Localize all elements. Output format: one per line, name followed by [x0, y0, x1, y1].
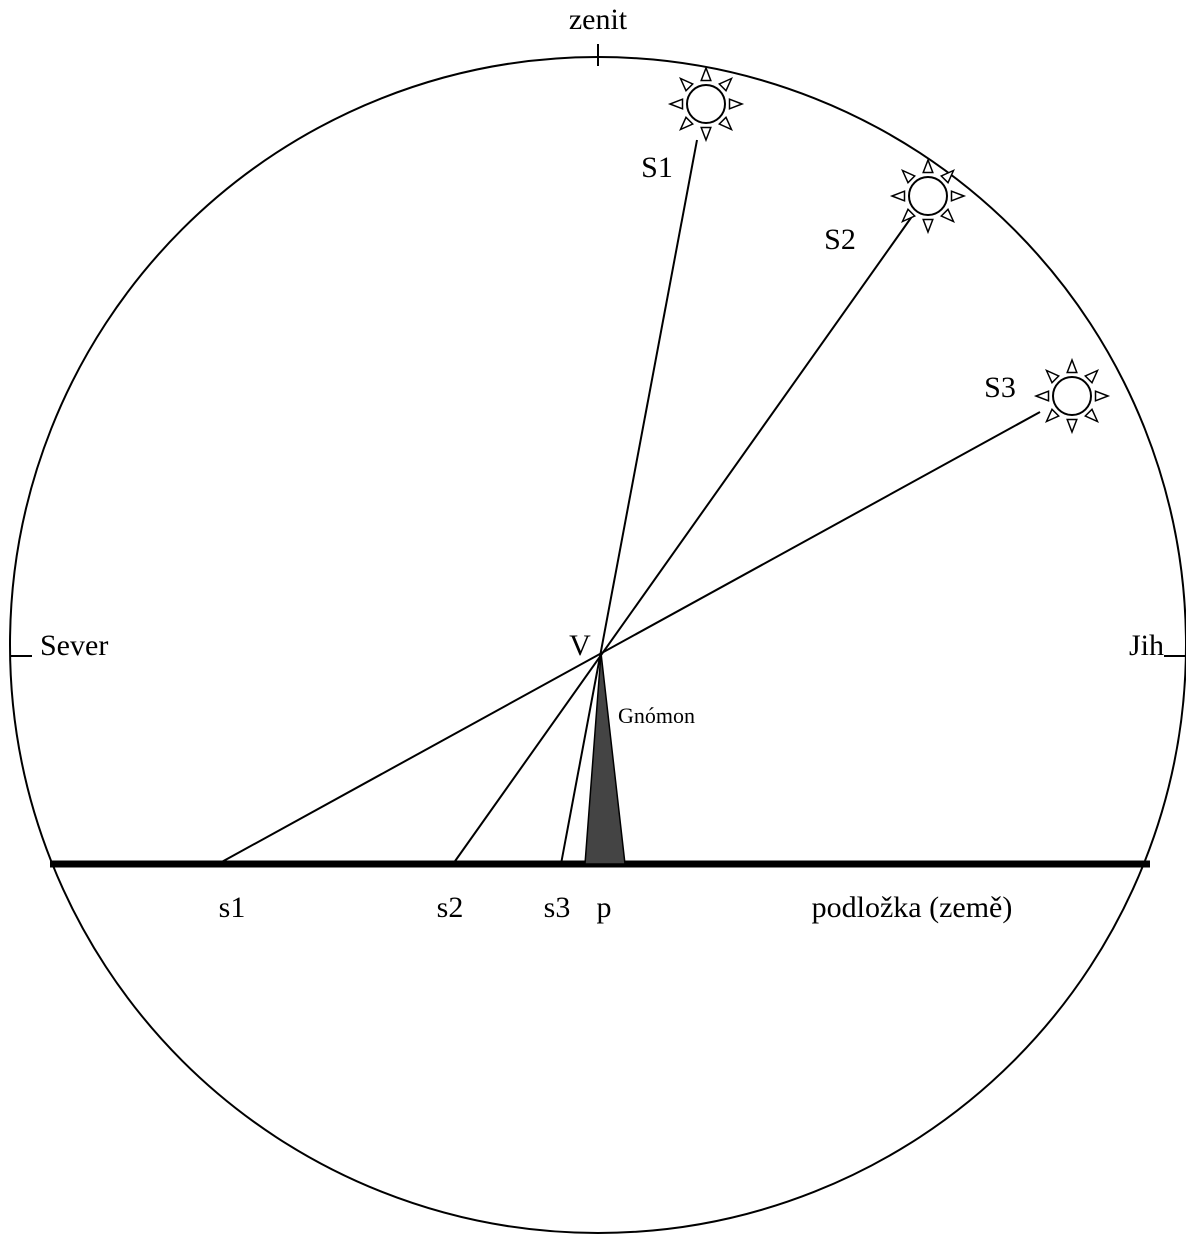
sun-disc: [909, 177, 947, 215]
sun-label: S3: [984, 371, 1016, 404]
sun-ray-triangle: [730, 99, 743, 109]
gnomon-label: Gnómon: [618, 703, 695, 728]
sun-disc: [687, 85, 725, 123]
diagram: zenit Sever Jih V Gnómon S1 S2 S3 s1 s2 …: [0, 0, 1186, 1251]
sun-disc: [1053, 377, 1091, 415]
sun-ray-triangle: [952, 191, 965, 201]
celestial-circle: [10, 57, 1186, 1233]
sun-ray-triangle: [923, 160, 933, 173]
north-label: Sever: [40, 629, 108, 662]
zenith-label: zenit: [569, 3, 628, 36]
sun-ray-triangle: [719, 79, 731, 91]
vertex-label: V: [569, 629, 591, 662]
sun-label: S1: [641, 151, 673, 184]
sun-ray-triangle: [681, 117, 693, 129]
south-label: Jih: [1129, 629, 1164, 662]
foot-label: p: [597, 891, 612, 924]
sun-ray-triangle: [701, 128, 711, 141]
sun-ray-triangle: [719, 117, 731, 129]
sun-ray: [561, 140, 697, 864]
sun-ray-triangle: [701, 68, 711, 81]
sun-ray-triangle: [892, 191, 905, 201]
sun-ray-triangle: [1047, 409, 1059, 421]
sun-ray-triangle: [1067, 420, 1077, 433]
shadow-label: s2: [437, 891, 464, 924]
sun-ray-triangle: [1067, 360, 1077, 373]
sun-ray: [453, 215, 913, 864]
sun-ray-triangle: [1085, 409, 1097, 421]
sun-ray-triangle: [941, 209, 953, 221]
sun-ray-triangle: [923, 220, 933, 233]
sun-ray-triangle: [670, 99, 683, 109]
sun-ray-triangle: [1085, 371, 1097, 383]
sun-ray-triangle: [903, 171, 915, 183]
gnomon: [585, 653, 625, 864]
shadow-label: s3: [544, 891, 571, 924]
sun-label: S2: [824, 223, 856, 256]
shadow-label: s1: [219, 891, 246, 924]
sun-ray: [218, 412, 1040, 864]
sun-ray-triangle: [1036, 391, 1049, 401]
ground-label: podložka (země): [812, 891, 1013, 924]
sun-ray-triangle: [681, 79, 693, 91]
sun-ray-triangle: [1096, 391, 1109, 401]
sun-ray-triangle: [1047, 371, 1059, 383]
